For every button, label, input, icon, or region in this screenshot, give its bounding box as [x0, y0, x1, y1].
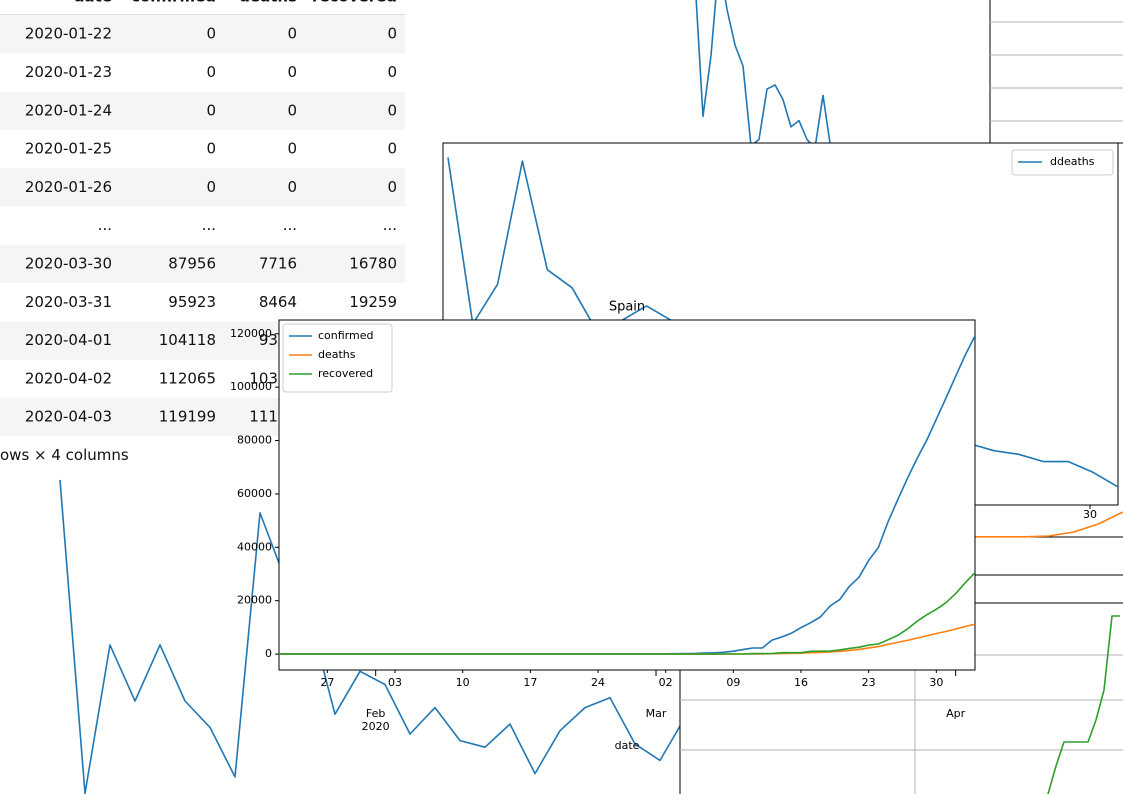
table-cell: 0	[287, 140, 297, 158]
table-cell: 19259	[349, 293, 397, 311]
x-tick-label: 30	[929, 676, 943, 689]
table-cell: 0	[206, 25, 216, 43]
table-cell: 0	[287, 178, 297, 196]
table-cell: 0	[287, 101, 297, 119]
axes-frame	[278, 319, 976, 671]
table-cell: 0	[387, 101, 397, 119]
x-tick-label: 24	[591, 676, 605, 689]
table-cell: 0	[287, 63, 297, 81]
table-cell: 2020-01-25	[25, 140, 112, 158]
x-tick-label: 17	[523, 676, 537, 689]
series-line	[1046, 615, 1120, 794]
legend-label: ddeaths	[1050, 155, 1095, 168]
table-cell: 0	[387, 178, 397, 196]
panel-frame	[989, 0, 1123, 144]
y-tick-label: 20000	[237, 594, 272, 607]
x-axis-label: date	[615, 739, 640, 752]
y-tick-label: 80000	[237, 434, 272, 447]
x-tick-label: 09	[726, 676, 740, 689]
table-cell: 112065	[159, 369, 216, 387]
table-cell: 0	[206, 140, 216, 158]
table-cell: ...	[202, 216, 216, 234]
series-line	[59, 479, 686, 794]
table-cell: 2020-01-26	[25, 178, 112, 196]
table-cell: 2020-03-30	[25, 254, 112, 272]
top-plot	[695, 0, 831, 143]
table-cell: ...	[98, 216, 112, 234]
row-stripe	[0, 91, 405, 130]
top-right-panel	[989, 0, 1123, 144]
table-cell: 2020-04-02	[25, 369, 112, 387]
column-header: deaths	[239, 0, 297, 6]
table-cell: 104118	[159, 331, 216, 349]
table-cell: 2020-01-24	[25, 101, 112, 119]
row-stripe	[0, 244, 405, 284]
legend-label: recovered	[318, 367, 373, 380]
y-tick-label: 60000	[237, 487, 272, 500]
series-line	[695, 0, 831, 143]
legend-label: deaths	[318, 348, 356, 361]
series-line	[975, 511, 1123, 538]
row-stripe	[0, 15, 405, 54]
table-cell: 7716	[259, 254, 297, 272]
legend-box	[1011, 149, 1114, 176]
series-line	[279, 572, 975, 655]
x-tick-label: 16	[794, 676, 808, 689]
row-stripe	[0, 168, 405, 207]
table-cell: 0	[206, 101, 216, 119]
table-cell: 2020-04-03	[25, 408, 112, 426]
table-cell: 0	[387, 140, 397, 158]
spain-chart: Spain 0 20000 40000 60000 80000 100000 120000 27…	[230, 300, 976, 752]
x-tick-label: 03	[388, 676, 402, 689]
table-cell: 2020-04-01	[25, 331, 112, 349]
table-cell: ...	[283, 216, 297, 234]
y-tick-label: 100000	[230, 380, 272, 393]
legend-label: confirmed	[318, 329, 373, 342]
table-cell: 2020-01-22	[25, 25, 112, 43]
table-cell: 95923	[168, 293, 216, 311]
y-tick-label: 120000	[230, 327, 272, 340]
table-cell: 0	[206, 63, 216, 81]
table-cell: 87956	[168, 254, 216, 272]
table-cell: 0	[387, 63, 397, 81]
column-header: confirmed	[131, 0, 216, 6]
bottom-left-plot	[59, 479, 686, 794]
y-tick-label: 40000	[237, 540, 272, 553]
x-tick-label: 02	[659, 676, 673, 689]
table-cell: 8464	[259, 293, 297, 311]
table-cell: 0	[287, 25, 297, 43]
x-major-label: Feb 2020	[362, 707, 390, 733]
column-header: date	[74, 0, 112, 6]
table-cell: 0	[206, 178, 216, 196]
orange-panel: 30	[975, 505, 1123, 600]
legend-box	[282, 323, 393, 393]
table-cell: 119199	[159, 408, 216, 426]
panel-frame	[975, 505, 1123, 600]
x-major-label: Mar	[646, 707, 667, 720]
x-major-label: Apr	[946, 707, 966, 720]
table-cell: 2020-01-23	[25, 63, 112, 81]
x-tick-label: 27	[320, 676, 334, 689]
table-cell: 0	[387, 25, 397, 43]
x-tick-label: 23	[862, 676, 876, 689]
y-tick-label: 0	[265, 647, 272, 660]
chart-title: Spain	[609, 300, 645, 315]
table-cell: ...	[383, 216, 397, 234]
table-cell: 2020-03-31	[25, 293, 112, 311]
table-cell: 16780	[349, 254, 397, 272]
x-tick-label: 10	[456, 676, 470, 689]
table-footer: ows × 4 columns	[0, 446, 129, 464]
x-tick-label: 30	[1083, 508, 1097, 521]
column-header: recovered	[312, 0, 397, 6]
